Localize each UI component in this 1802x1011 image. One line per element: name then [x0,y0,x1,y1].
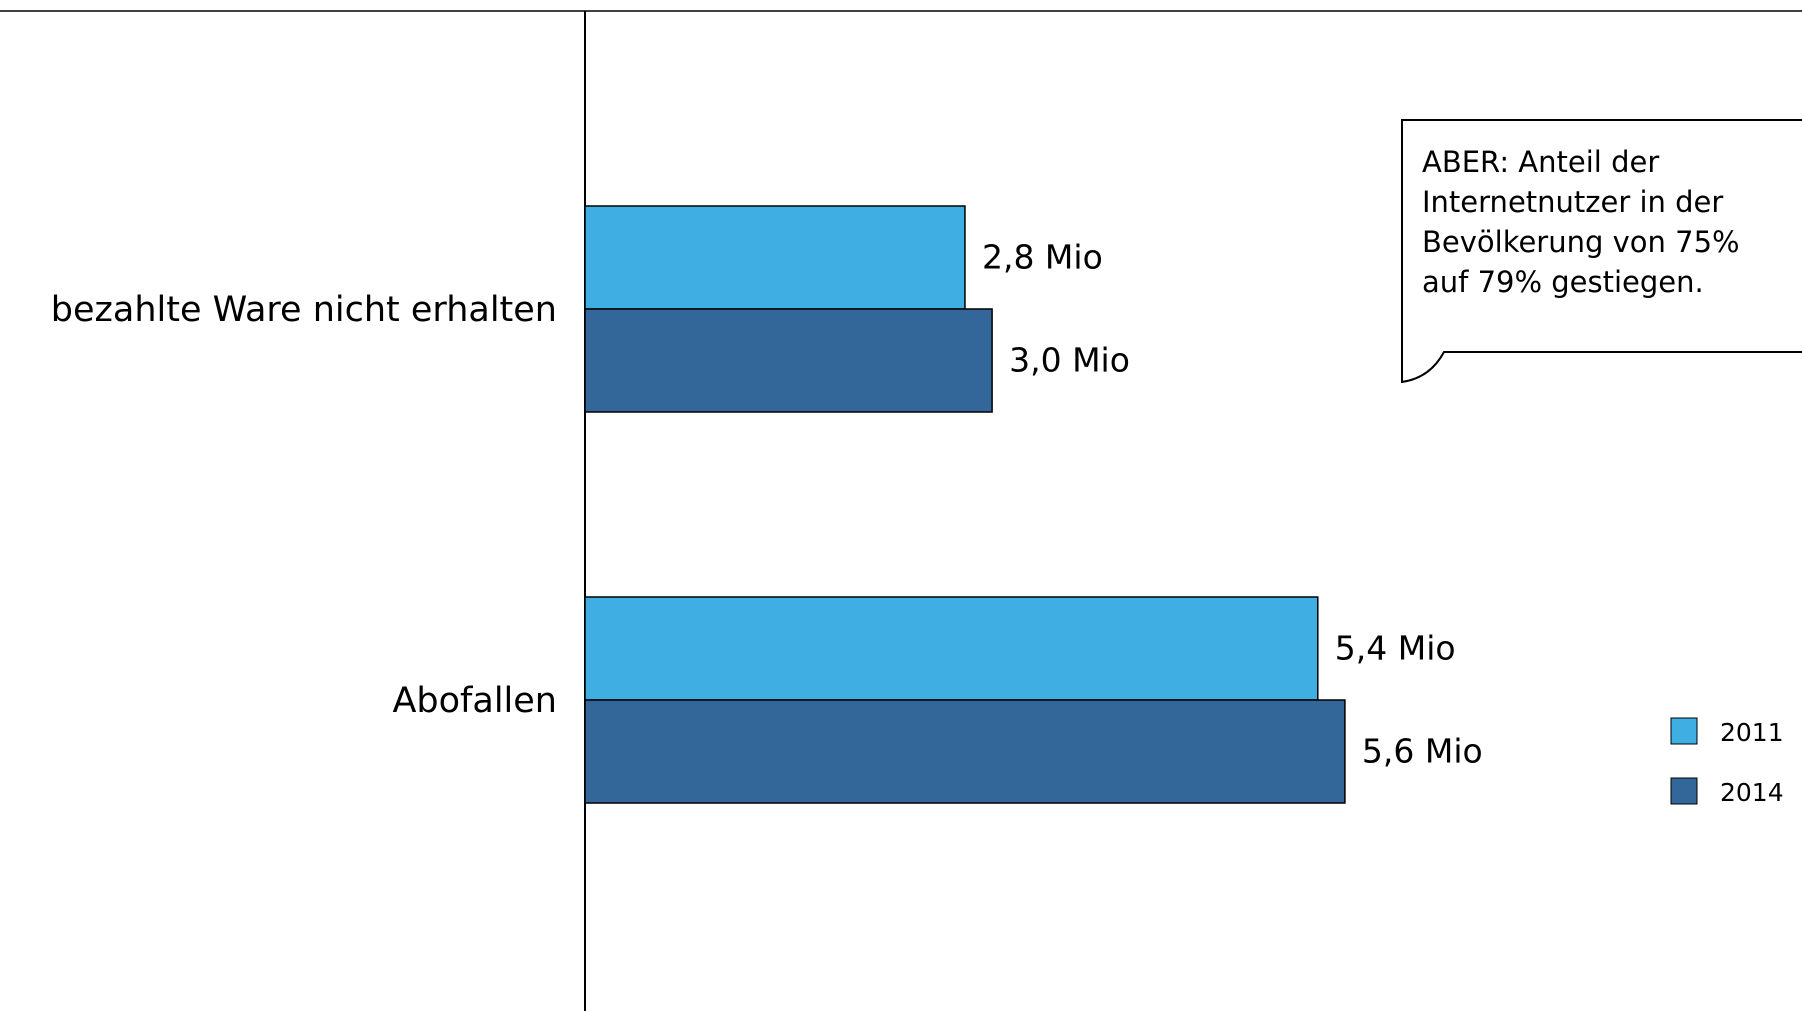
bar-2011 [584,596,1319,701]
bar-2011 [584,205,966,310]
legend-label-2011: 2011 [1720,718,1784,747]
data-label: 5,6 Mio [1362,732,1483,771]
callout-text: ABER: Anteil der Internetnutzer in der B… [1422,145,1740,299]
legend-swatch-2011 [1670,717,1698,745]
data-label: 5,4 Mio [1335,629,1456,668]
category-label: Abofallen [392,681,557,721]
data-label: 2,8 Mio [982,238,1103,277]
category-label: bezahlte Ware nicht erhalten [51,290,557,330]
callout-box [1401,119,1802,384]
bar-2014 [584,308,993,413]
bar-2014 [584,699,1346,804]
legend-label-2014: 2014 [1720,778,1784,807]
data-label: 3,0 Mio [1009,341,1130,380]
legend-swatch-2014 [1670,777,1698,805]
